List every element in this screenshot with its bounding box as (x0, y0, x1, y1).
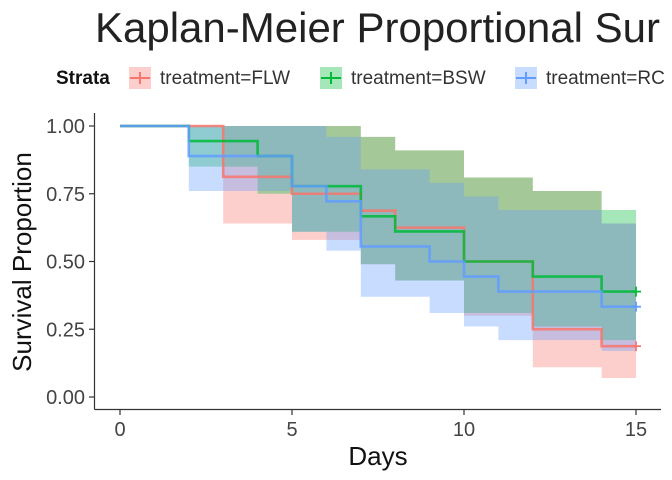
y-axis-title: Survival Proportion (7, 152, 37, 372)
legend-label: treatment=RC (546, 68, 665, 89)
ci-band-2 (120, 126, 636, 341)
legend-entry-2: treatment=BSW (320, 67, 486, 89)
y-ticks: 0.00 0.25 0.50 0.75 1.00 (46, 116, 95, 409)
y-tick-label: 0.50 (46, 252, 85, 274)
legend-entry-3: treatment=RC (515, 67, 665, 89)
x-tick-label: 0 (114, 419, 125, 441)
legend-label: treatment=BSW (351, 68, 486, 89)
survival-line-3 (120, 124, 636, 308)
x-ticks: 0 5 10 15 (114, 409, 647, 441)
ci-band-3 (120, 126, 636, 351)
confidence-bands (120, 126, 636, 379)
legend-label: treatment=FLW (160, 68, 290, 89)
plot-area (120, 124, 641, 379)
x-tick-label: 15 (625, 419, 647, 441)
y-tick-label: 1.00 (46, 116, 85, 138)
chart-title: Kaplan-Meier Proportional Sur (95, 4, 660, 51)
x-tick-label: 5 (286, 419, 297, 441)
legend-title: Strata (56, 68, 110, 89)
legend-entry-1: treatment=FLW (129, 67, 290, 89)
y-tick-label: 0.25 (46, 319, 85, 341)
axes: 0 5 10 15 0.00 0.25 0.50 0.75 1.00 (46, 113, 661, 441)
survival-curves (120, 124, 636, 348)
censor-mark-1 (631, 341, 641, 352)
censor-mark-3 (631, 301, 641, 312)
censor-marks (631, 286, 641, 352)
legend: Strata treatment=FLW treatment=BSW treatme… (56, 67, 665, 89)
x-tick-label: 10 (453, 419, 475, 441)
ci-band-1 (120, 126, 636, 379)
y-tick-label: 0.00 (46, 387, 85, 409)
survival-line-2 (120, 124, 636, 293)
y-tick-label: 0.75 (46, 184, 85, 206)
x-axis-title: Days (348, 441, 407, 471)
censor-mark-2 (631, 286, 641, 297)
